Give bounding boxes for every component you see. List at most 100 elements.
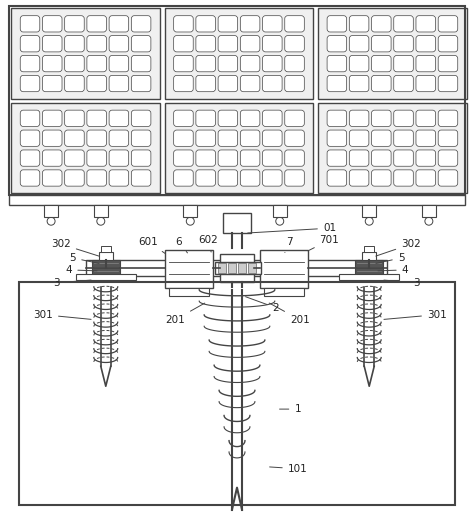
Text: 302: 302 [376,239,421,256]
FancyBboxPatch shape [416,110,436,126]
FancyBboxPatch shape [20,150,40,166]
FancyBboxPatch shape [240,110,260,126]
FancyBboxPatch shape [20,16,40,32]
FancyBboxPatch shape [438,35,458,52]
FancyBboxPatch shape [349,35,369,52]
Text: 301: 301 [33,309,91,320]
Bar [422,205,436,217]
FancyBboxPatch shape [438,56,458,72]
FancyBboxPatch shape [394,35,413,52]
Circle shape [365,217,373,225]
FancyBboxPatch shape [131,35,151,52]
Bar [9,195,465,205]
FancyBboxPatch shape [438,110,458,126]
Text: 2: 2 [246,297,279,313]
FancyBboxPatch shape [43,16,62,32]
Text: 602: 602 [198,235,218,252]
FancyBboxPatch shape [349,110,369,126]
FancyBboxPatch shape [43,56,62,72]
FancyBboxPatch shape [240,56,260,72]
Text: 6: 6 [175,237,188,253]
FancyBboxPatch shape [438,16,458,32]
Circle shape [425,217,433,225]
FancyBboxPatch shape [438,130,458,146]
Bar [169,288,209,296]
Bar [238,263,246,273]
Bar [264,288,304,296]
FancyBboxPatch shape [196,76,215,91]
FancyBboxPatch shape [173,110,193,126]
FancyBboxPatch shape [240,16,260,32]
FancyBboxPatch shape [64,130,84,146]
FancyBboxPatch shape [131,56,151,72]
FancyBboxPatch shape [218,130,237,146]
Text: 7: 7 [285,237,293,252]
FancyBboxPatch shape [372,56,391,72]
FancyBboxPatch shape [109,170,128,186]
FancyBboxPatch shape [327,56,346,72]
FancyBboxPatch shape [372,35,391,52]
FancyBboxPatch shape [263,170,282,186]
Bar [218,263,226,273]
Bar [19,282,455,505]
Bar [76,274,136,280]
Bar [9,7,465,195]
FancyBboxPatch shape [218,35,237,52]
Text: 1: 1 [280,404,301,414]
Bar [248,263,256,273]
FancyBboxPatch shape [64,150,84,166]
FancyBboxPatch shape [218,76,237,91]
FancyBboxPatch shape [240,150,260,166]
FancyBboxPatch shape [327,130,346,146]
FancyBboxPatch shape [372,76,391,91]
FancyBboxPatch shape [285,110,304,126]
FancyBboxPatch shape [20,35,40,52]
FancyBboxPatch shape [131,150,151,166]
FancyBboxPatch shape [394,110,413,126]
FancyBboxPatch shape [64,76,84,91]
FancyBboxPatch shape [131,16,151,32]
Text: 4: 4 [66,265,97,275]
Text: 601: 601 [139,237,165,253]
FancyBboxPatch shape [64,110,84,126]
FancyBboxPatch shape [43,76,62,91]
FancyBboxPatch shape [285,150,304,166]
Circle shape [186,217,194,225]
FancyBboxPatch shape [87,170,107,186]
Bar [165,103,313,193]
FancyBboxPatch shape [218,110,237,126]
Bar [223,213,251,233]
FancyBboxPatch shape [327,76,346,91]
FancyBboxPatch shape [173,16,193,32]
FancyBboxPatch shape [285,16,304,32]
FancyBboxPatch shape [196,35,215,52]
FancyBboxPatch shape [43,110,62,126]
Text: 201: 201 [269,303,310,325]
Bar [99,252,113,260]
FancyBboxPatch shape [218,150,237,166]
FancyBboxPatch shape [394,56,413,72]
Bar [215,262,261,274]
FancyBboxPatch shape [394,170,413,186]
Bar [356,260,383,274]
FancyBboxPatch shape [327,170,346,186]
Bar [273,205,287,217]
FancyBboxPatch shape [240,170,260,186]
FancyBboxPatch shape [173,130,193,146]
Bar [165,8,313,99]
FancyBboxPatch shape [263,76,282,91]
FancyBboxPatch shape [349,150,369,166]
FancyBboxPatch shape [416,150,436,166]
FancyBboxPatch shape [285,130,304,146]
FancyBboxPatch shape [87,130,107,146]
FancyBboxPatch shape [43,170,62,186]
Bar [362,252,376,260]
Bar [228,263,236,273]
FancyBboxPatch shape [349,76,369,91]
FancyBboxPatch shape [349,56,369,72]
FancyBboxPatch shape [218,56,237,72]
FancyBboxPatch shape [131,76,151,91]
FancyBboxPatch shape [263,16,282,32]
FancyBboxPatch shape [109,150,128,166]
FancyBboxPatch shape [173,150,193,166]
